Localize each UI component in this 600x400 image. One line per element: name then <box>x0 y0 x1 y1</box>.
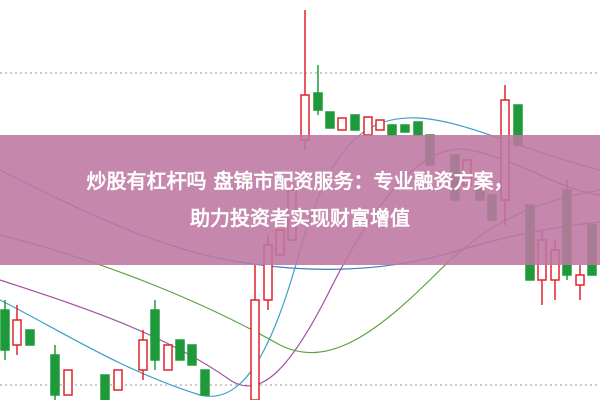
candle <box>175 339 185 361</box>
candle <box>63 369 73 396</box>
candle <box>187 344 197 366</box>
candle <box>413 121 423 136</box>
candle <box>363 116 373 136</box>
candle <box>325 111 335 129</box>
candle <box>300 94 310 141</box>
candle <box>100 374 110 400</box>
candle <box>400 124 410 133</box>
candle <box>375 119 385 131</box>
candle <box>387 124 397 136</box>
candle <box>337 117 347 131</box>
candle <box>25 329 35 346</box>
candle <box>200 369 210 396</box>
title-banner: 炒股有杠杆吗 盘锦市配资服务：专业融资方案， 助力投资者实现财富增值 <box>0 135 600 265</box>
candle <box>350 114 360 131</box>
candle <box>50 354 60 396</box>
title-line: 炒股有杠杆吗 盘锦市配资服务：专业融资方案， <box>86 169 514 193</box>
candle <box>150 309 160 361</box>
candle <box>12 319 22 346</box>
candle <box>113 369 123 391</box>
title-line: 助力投资者实现财富增值 <box>190 206 410 230</box>
candle <box>0 309 10 351</box>
candle <box>138 339 148 371</box>
candle <box>575 274 585 286</box>
candle <box>163 344 173 371</box>
candle <box>313 92 323 111</box>
candle <box>250 299 260 400</box>
